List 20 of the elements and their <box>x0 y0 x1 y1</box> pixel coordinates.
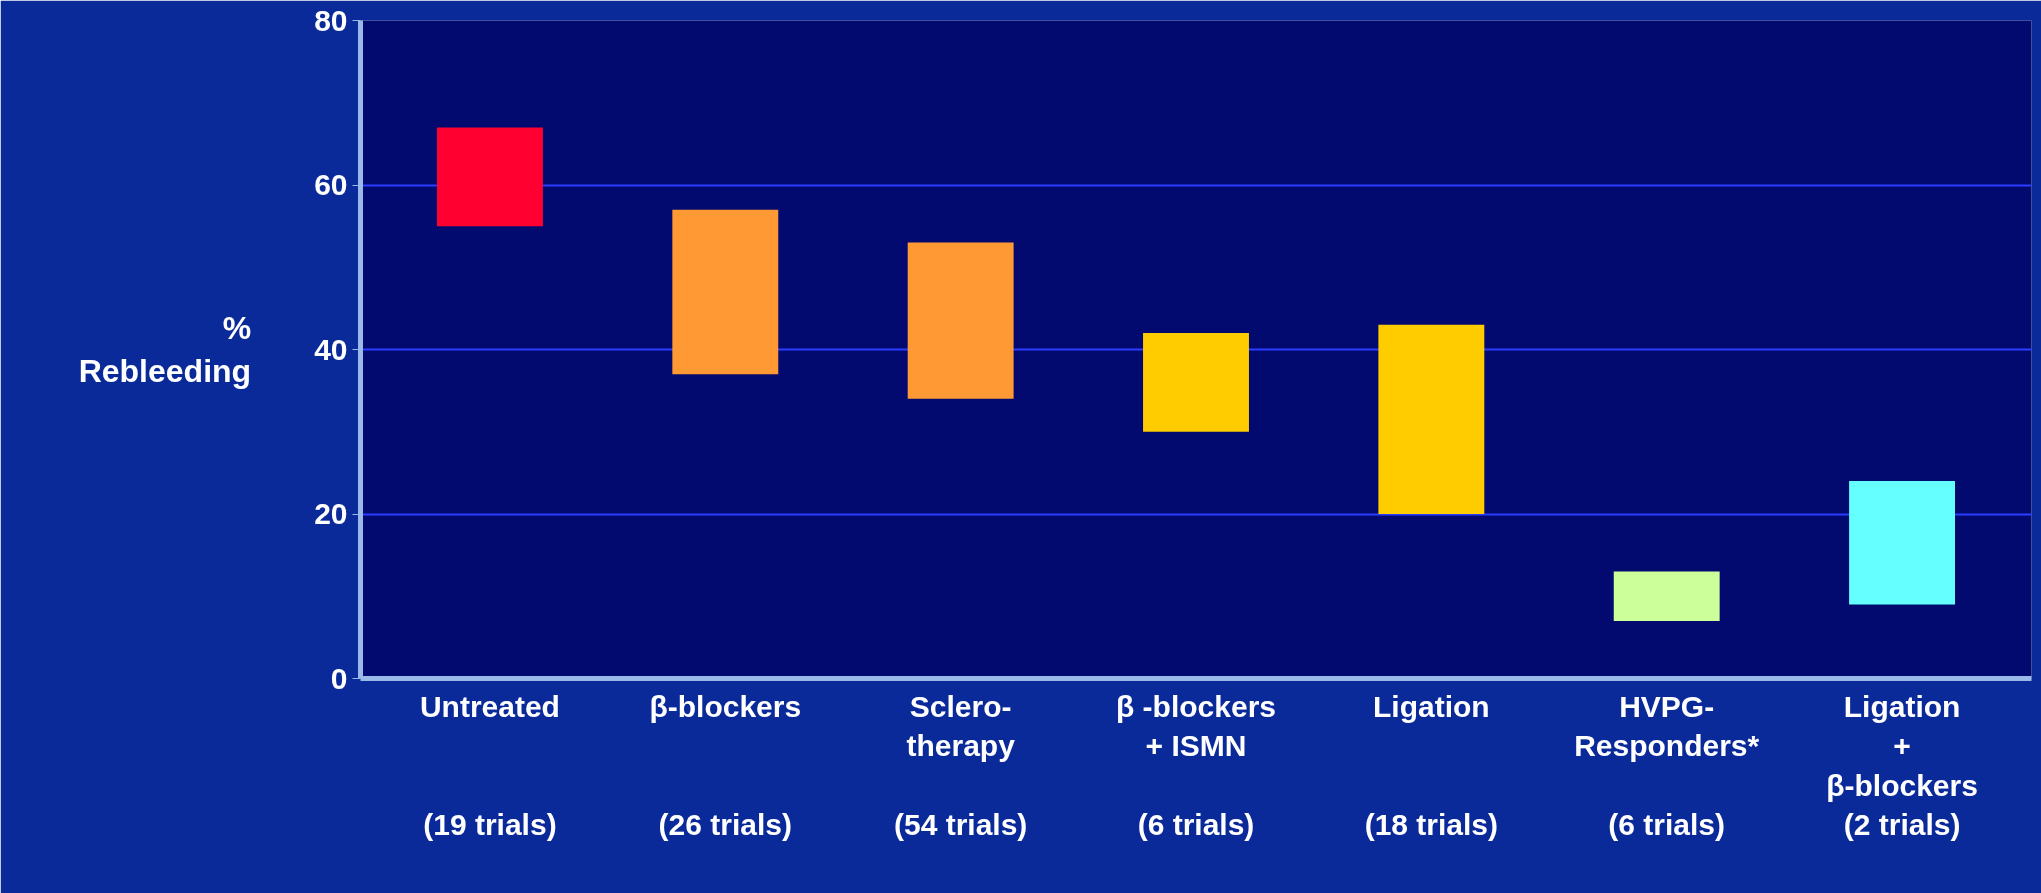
bar <box>436 127 543 227</box>
category-label: Sclero- therapy (54 trials) <box>893 689 1028 842</box>
bar <box>1849 481 1956 605</box>
bar <box>907 242 1014 399</box>
y-axis-title: % Rebleeding <box>78 309 252 390</box>
bar <box>1613 571 1720 621</box>
category-label: Untreated (19 trials) <box>419 689 560 842</box>
y-tick-label: 40 <box>314 332 348 366</box>
category-label: β-blockers (26 trials) <box>649 689 802 842</box>
category-label: β -blockers + ISMN (6 trials) <box>1115 689 1277 842</box>
category-label: Ligation (18 trials) <box>1364 689 1499 842</box>
bar <box>672 209 779 375</box>
y-tick-label: 80 <box>314 3 348 37</box>
y-tick-label: 20 <box>314 497 348 530</box>
y-tick-label: 60 <box>314 168 348 201</box>
category-label: HVPG- Responders* (6 trials) <box>1574 689 1760 842</box>
y-tick-label: 0 <box>330 661 348 695</box>
bar <box>1143 333 1249 432</box>
x-tick-label: Ligation + β-blockers (2 trials) <box>1826 689 1978 842</box>
bar <box>1378 324 1485 514</box>
